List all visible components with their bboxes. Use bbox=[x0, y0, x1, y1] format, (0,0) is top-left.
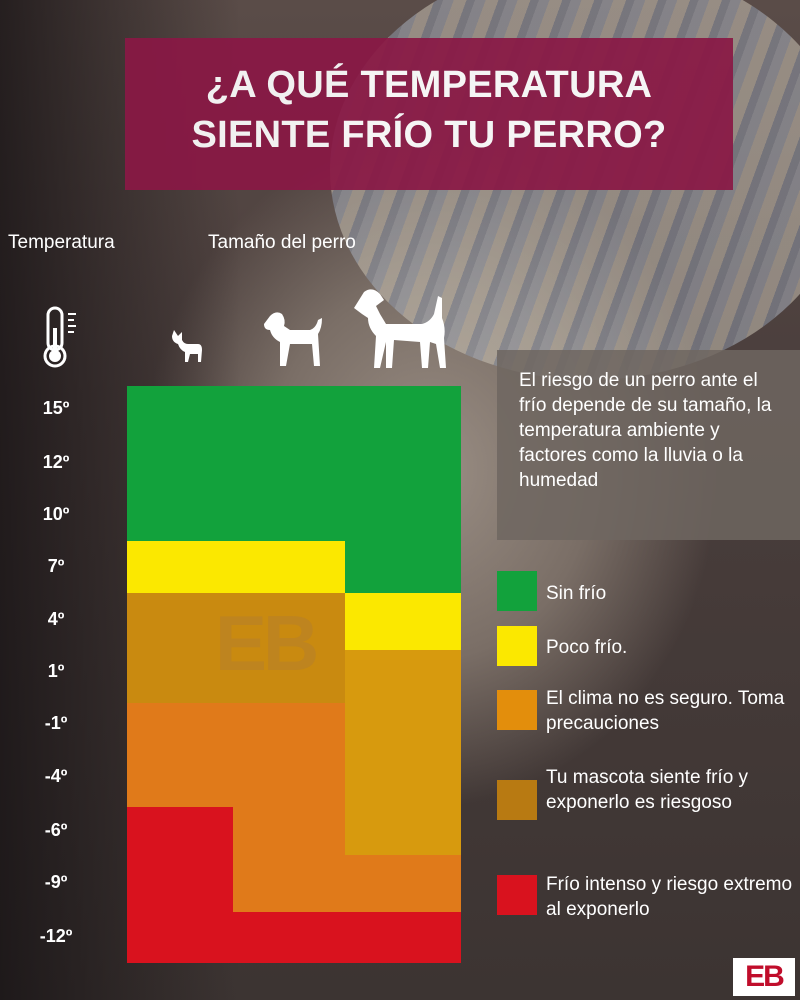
zone-frio-intenso-medium-large bbox=[233, 912, 461, 963]
zone-poco-frio-small-medium bbox=[127, 541, 345, 593]
thermometer-icon bbox=[42, 306, 84, 373]
watermark-logo: EB bbox=[215, 599, 319, 687]
zone-no-seguro-large-low bbox=[345, 855, 461, 912]
temperature-label: 12º bbox=[42, 452, 70, 472]
temperature-label: -1º bbox=[44, 713, 68, 733]
legend-swatch-frio-intenso bbox=[497, 875, 537, 915]
zone-siente-frio-small-medium bbox=[127, 593, 345, 703]
info-box: El riesgo de un perro ante el frío depen… bbox=[497, 350, 800, 540]
temperature-label: -6º bbox=[44, 820, 68, 840]
legend-swatch-sin-frio bbox=[497, 571, 537, 611]
legend-label-frio-intenso: Frío intenso y riesgo extremo al exponer… bbox=[546, 874, 793, 920]
legend-swatch-no-seguro bbox=[497, 690, 537, 730]
title-banner: ¿A QUÉ TEMPERATURA SIENTE FRÍO TU PERRO? bbox=[125, 38, 733, 190]
small-dog-icon bbox=[168, 326, 206, 371]
zone-no-seguro-medium bbox=[233, 807, 345, 912]
large-dog-icon bbox=[350, 284, 456, 375]
zone-frio-intenso-small bbox=[127, 807, 233, 963]
zone-poco-frio-large bbox=[345, 593, 461, 650]
legend-label-siente-frio: Tu mascota siente frío y exponerlo es ri… bbox=[546, 767, 749, 813]
legend-label-sin-frio: Sin frío bbox=[546, 583, 607, 604]
zone-sin-frio-large bbox=[345, 541, 461, 593]
temperature-label: -4º bbox=[44, 766, 68, 786]
zone-sin-frio bbox=[127, 386, 461, 541]
zone-no-seguro-large bbox=[345, 650, 461, 855]
eb-logo: EB bbox=[733, 958, 795, 996]
zone-no-seguro-small-medium bbox=[127, 703, 345, 807]
title-line-2: SIENTE FRÍO TU PERRO? bbox=[191, 114, 667, 156]
temperature-label: 4º bbox=[47, 609, 65, 629]
temperature-header: Temperatura bbox=[8, 232, 115, 253]
medium-dog-icon bbox=[260, 308, 328, 375]
temperature-size-grid bbox=[127, 386, 461, 963]
legend-swatch-siente-frio bbox=[497, 780, 537, 820]
temperature-label: 10º bbox=[42, 504, 70, 524]
legend-swatch-poco-frio bbox=[497, 626, 537, 666]
temperature-label: 1º bbox=[47, 661, 65, 681]
temperature-label: -12º bbox=[39, 926, 73, 946]
legend-label-no-seguro: El clima no es seguro. Toma precauciones bbox=[546, 688, 785, 734]
info-text: El riesgo de un perro ante el frío depen… bbox=[519, 370, 772, 491]
temperature-label: 15º bbox=[42, 398, 70, 418]
dog-size-header: Tamaño del perro bbox=[208, 232, 356, 253]
title-line-1: ¿A QUÉ TEMPERATURA bbox=[205, 64, 653, 106]
temperature-label: 7º bbox=[47, 556, 65, 576]
temperature-label: -9º bbox=[44, 872, 68, 892]
legend-label-poco-frio: Poco frío. bbox=[546, 637, 628, 658]
